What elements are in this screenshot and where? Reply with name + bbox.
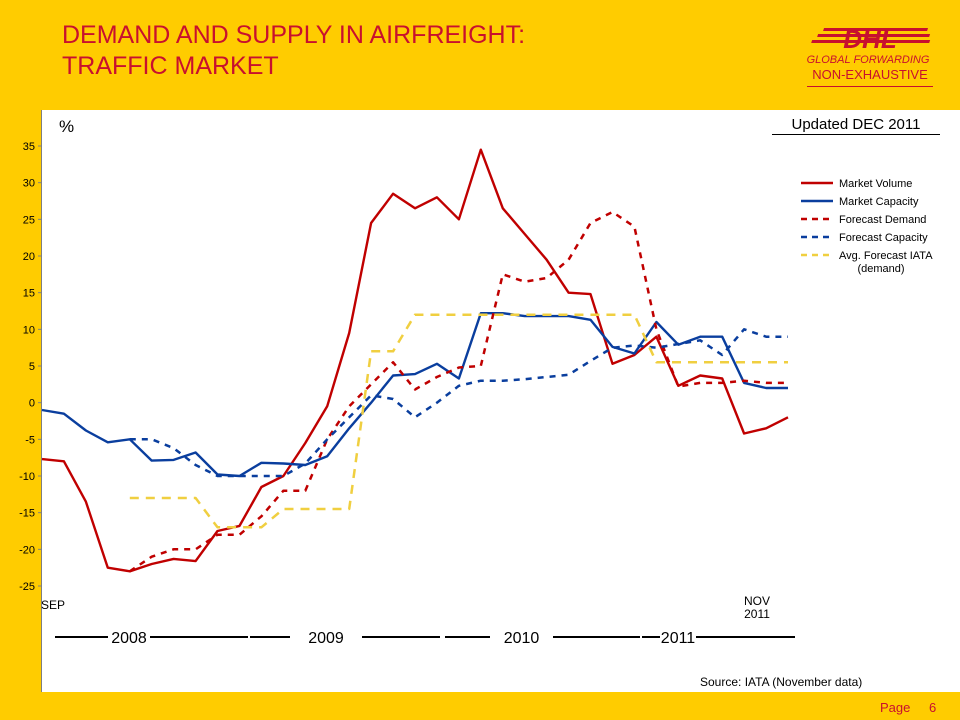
legend-label-1: Market Capacity bbox=[839, 196, 919, 208]
tag-underline bbox=[807, 86, 933, 87]
updated-underline bbox=[772, 134, 940, 135]
legend-label-3: Forecast Capacity bbox=[839, 232, 928, 244]
y-tick-label: 20 bbox=[23, 251, 35, 263]
y-tick-label: 35 bbox=[23, 141, 35, 153]
y-tick-label: -5 bbox=[25, 434, 35, 446]
y-tick-label: 25 bbox=[23, 214, 35, 226]
y-tick-label: 30 bbox=[23, 178, 35, 190]
series-line-4 bbox=[129, 313, 788, 529]
x-end-label-month: NOV bbox=[744, 594, 770, 608]
series-line-2 bbox=[129, 210, 788, 573]
title-line-2: TRAFFIC MARKET bbox=[62, 52, 279, 80]
year-label-2011: 2011 bbox=[661, 630, 696, 647]
y-tick-label: -15 bbox=[19, 508, 35, 520]
source-note: Source: IATA (November data) bbox=[700, 675, 863, 689]
updated-label: Updated DEC 2011 bbox=[791, 116, 921, 133]
legend-label-4-line2: (demand) bbox=[857, 263, 904, 275]
legend-label-0: Market Volume bbox=[839, 178, 912, 190]
series-line-3 bbox=[129, 328, 788, 478]
series-line-0 bbox=[41, 148, 789, 573]
unit-label: % bbox=[59, 117, 75, 136]
chart-panel bbox=[41, 110, 960, 692]
y-axis-line bbox=[41, 110, 42, 692]
y-tick-label: 10 bbox=[23, 324, 35, 336]
page-title: DEMAND AND SUPPLY IN AIRFREIGHT: TRAFFIC… bbox=[62, 20, 525, 82]
y-tick-label: -25 bbox=[19, 581, 35, 593]
logo-wordmark: DHL bbox=[843, 24, 896, 54]
non-exhaustive-tag: NON-EXHAUSTIVE bbox=[812, 67, 928, 82]
legend: Market Volume Market Capacity Forecast Dem… bbox=[801, 178, 933, 275]
year-label-2008: 2008 bbox=[111, 630, 147, 647]
y-tick-label: 15 bbox=[23, 288, 35, 300]
series-layer bbox=[41, 148, 789, 573]
logo-subtitle: GLOBAL FORWARDING bbox=[807, 54, 930, 66]
year-label-2010: 2010 bbox=[504, 630, 540, 647]
page-number: 6 bbox=[929, 700, 937, 715]
title-line-1: DEMAND AND SUPPLY IN AIRFREIGHT: bbox=[62, 21, 526, 49]
year-bar: 2008 2009 2010 2011 bbox=[55, 630, 795, 647]
series-line-1 bbox=[41, 312, 788, 478]
legend-label-2: Forecast Demand bbox=[839, 214, 926, 226]
page-label: Page bbox=[880, 700, 911, 715]
x-end-label-year: 2011 bbox=[744, 607, 770, 621]
x-start-label: SEP bbox=[41, 598, 65, 612]
legend-label-4: Avg. Forecast IATA bbox=[839, 250, 933, 262]
y-tick-label: 0 bbox=[29, 398, 35, 410]
y-tick-label: -20 bbox=[19, 544, 35, 556]
y-axis-ticks: 35 30 25 20 15 10 5 0 -5 -10 -15 -20 -25 bbox=[19, 141, 42, 593]
y-tick-label: 5 bbox=[29, 361, 35, 373]
dhl-logo: DHL GLOBAL FORWARDING bbox=[798, 22, 938, 90]
year-label-2009: 2009 bbox=[308, 630, 344, 647]
y-tick-label: -10 bbox=[19, 471, 35, 483]
